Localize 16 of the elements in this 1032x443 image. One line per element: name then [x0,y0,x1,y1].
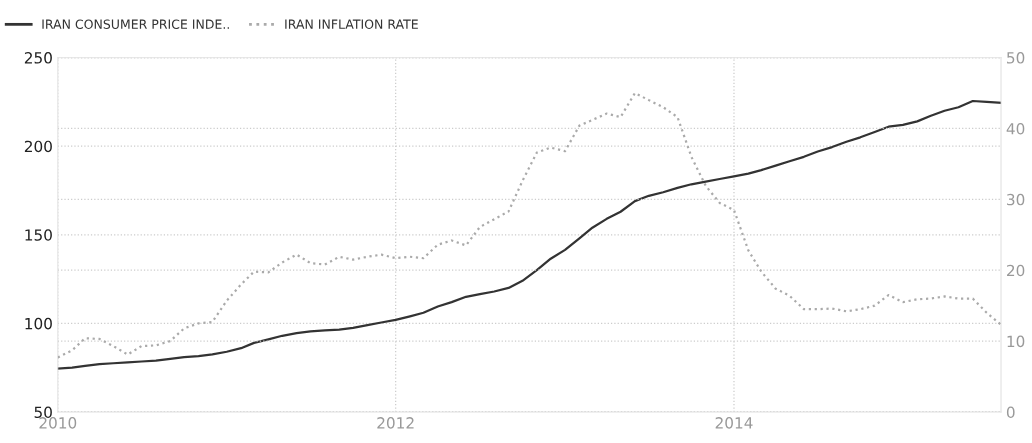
y-tick-label: 50 [34,406,52,419]
x-tick-label: 2014 [715,417,753,429]
y2-tick-label: 50 [1007,52,1025,64]
legend-label: IRAN CONSUMER PRICE INDE.. [42,19,229,29]
y2-tick-label: 30 [1007,193,1025,206]
y-tick-label: 150 [25,229,52,241]
x-tick-label: 2010 [39,417,77,429]
y2-tick-label: 10 [1007,335,1025,348]
x-tick-label: 2012 [377,417,414,429]
y-tick-label: 200 [24,140,52,153]
y-tick-label: 100 [25,317,52,330]
y2-tick-label: 20 [1007,264,1025,277]
y2-tick-label: 40 [1006,122,1025,135]
y2-tick-label: 0 [1006,406,1015,419]
legend-label: IRAN INFLATION RATE [285,19,418,29]
y-tick-label: 250 [24,52,52,64]
